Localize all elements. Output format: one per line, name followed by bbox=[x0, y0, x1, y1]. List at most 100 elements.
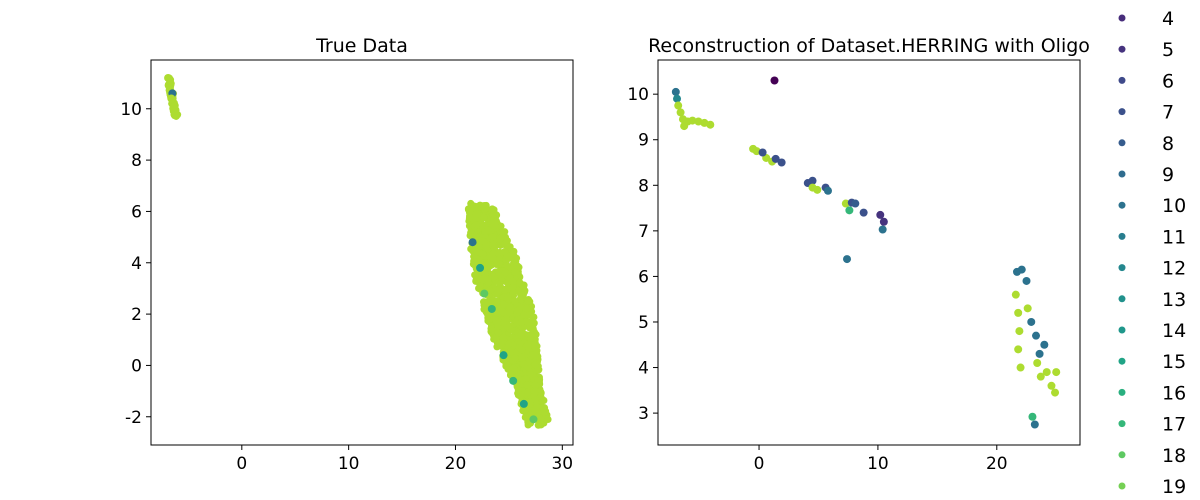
legend: 4 5 6 7 8 9 10 11 12 13 14 15 16 17 18 19 bbox=[1118, 8, 1186, 498]
left-plot-point bbox=[480, 289, 489, 298]
left-plot-dense-point bbox=[483, 301, 491, 309]
left-plot-dense-point bbox=[482, 242, 490, 250]
legend-marker bbox=[1118, 76, 1126, 84]
left-plot-dense-point bbox=[497, 222, 505, 230]
legend-label: 16 bbox=[1162, 382, 1186, 404]
left-plot-dense-point bbox=[511, 268, 519, 276]
left-plot-dense-point bbox=[536, 388, 545, 396]
right-y-tick-label: 4 bbox=[638, 359, 649, 379]
left-y-tick-label: 6 bbox=[131, 202, 142, 222]
legend-marker bbox=[1118, 357, 1126, 365]
left-plot-dense-point bbox=[523, 304, 531, 313]
left-plot-ticks: 0 10 20 30 -2 0 2 4 6 8 10 bbox=[120, 100, 573, 474]
right-y-tick-label: 5 bbox=[638, 313, 649, 333]
left-plot-dense-point bbox=[513, 262, 521, 270]
right-plot-point bbox=[1033, 358, 1042, 367]
left-plot-dense-point bbox=[531, 343, 539, 351]
left-plot-dense-point bbox=[499, 333, 507, 341]
right-plot-point bbox=[851, 199, 860, 208]
left-plot-dense-point bbox=[524, 388, 532, 397]
right-plot-point bbox=[770, 76, 779, 85]
right-plot-ticks: 0 10 20 3 4 5 6 7 8 9 10 bbox=[627, 85, 1007, 474]
left-plot-dense-point bbox=[477, 237, 485, 245]
legend-label: 11 bbox=[1162, 226, 1186, 248]
left-plot-point bbox=[468, 238, 477, 247]
right-plot-point bbox=[1011, 290, 1020, 299]
left-plot-dense-point bbox=[511, 354, 519, 362]
left-plot-dense-point bbox=[516, 279, 524, 287]
left-plot-dense-point bbox=[527, 331, 535, 340]
right-plot-point bbox=[676, 108, 685, 117]
left-plot-dense-point bbox=[489, 233, 497, 241]
legend-marker bbox=[1118, 14, 1126, 22]
left-plot-dense-point bbox=[517, 318, 525, 326]
left-plot-point bbox=[529, 415, 538, 424]
right-plot-point bbox=[1032, 331, 1041, 340]
left-plot-dense-point bbox=[499, 308, 507, 316]
left-plot-point bbox=[487, 304, 496, 313]
legend-label: 18 bbox=[1162, 445, 1186, 467]
left-plot-dense-point bbox=[494, 329, 502, 337]
left-plot-dense-point bbox=[524, 297, 532, 305]
right-plot-point bbox=[1022, 276, 1031, 285]
left-plot-dense-point bbox=[531, 406, 539, 414]
left-plot-dense-point bbox=[495, 286, 503, 294]
left-y-tick-label: 0 bbox=[131, 356, 142, 376]
left-plot-dense-point bbox=[531, 387, 540, 396]
left-plot-dense-point bbox=[478, 222, 486, 230]
left-plot-point bbox=[519, 399, 528, 408]
right-y-tick-label: 9 bbox=[638, 131, 649, 151]
left-plot-dense-point bbox=[496, 235, 504, 243]
legend-marker bbox=[1118, 201, 1126, 209]
right-plot-point bbox=[673, 94, 682, 103]
legend-marker bbox=[1118, 170, 1126, 178]
legend-label: 15 bbox=[1162, 351, 1186, 373]
left-plot-dense-point bbox=[488, 270, 496, 279]
right-plot-point bbox=[878, 225, 887, 234]
legend-marker bbox=[1118, 451, 1126, 459]
right-plot-point bbox=[1051, 388, 1060, 397]
legend-marker bbox=[1118, 45, 1126, 53]
left-plot-dense-point bbox=[479, 213, 488, 222]
left-plot-dense-point bbox=[506, 348, 514, 356]
legend-marker bbox=[1118, 139, 1126, 147]
right-plot-point bbox=[813, 185, 822, 194]
left-plot-dense-point bbox=[484, 311, 492, 319]
right-plot-point bbox=[823, 186, 832, 195]
left-plot-dense-point bbox=[501, 269, 510, 277]
left-plot-dense-point bbox=[505, 340, 513, 349]
legend-marker bbox=[1118, 108, 1126, 116]
right-plot: Reconstruction of Dataset.HERRING with O… bbox=[627, 35, 1090, 474]
left-plot-dense-point bbox=[517, 331, 525, 339]
right-y-tick-label: 8 bbox=[638, 176, 649, 196]
left-plot-dense-point bbox=[484, 275, 492, 284]
right-plot-point bbox=[841, 199, 850, 208]
left-plot-point bbox=[536, 420, 545, 429]
left-plot-dense-point bbox=[531, 381, 539, 389]
right-plot-point bbox=[1017, 265, 1026, 274]
legend-label: 17 bbox=[1162, 414, 1186, 436]
left-plot-dense-point bbox=[489, 254, 497, 262]
legend-label: 12 bbox=[1162, 258, 1186, 280]
left-plot-point bbox=[509, 376, 518, 385]
right-plot-point bbox=[1035, 349, 1044, 358]
left-plot-dense-point bbox=[497, 341, 505, 350]
left-plot-dense-point bbox=[514, 386, 522, 394]
left-plot-dense-point bbox=[544, 415, 552, 423]
legend-label: 19 bbox=[1162, 476, 1186, 498]
right-plot-point bbox=[876, 210, 885, 219]
right-plot-point bbox=[1014, 308, 1023, 317]
left-plot: True Data 0 10 20 30 -2 0 2 4 6 8 10 bbox=[120, 35, 574, 474]
right-plot-point bbox=[1027, 317, 1036, 326]
left-plot-dense-point bbox=[526, 324, 534, 332]
left-plot-point bbox=[472, 210, 481, 218]
left-plot-dense-point bbox=[493, 309, 501, 317]
left-plot-dense-point bbox=[475, 284, 483, 292]
left-plot-dense-point bbox=[493, 297, 501, 305]
legend-label: 4 bbox=[1162, 8, 1174, 30]
left-plot-dense-point bbox=[499, 319, 507, 327]
right-plot-point bbox=[688, 116, 697, 125]
legend-marker bbox=[1118, 295, 1126, 303]
right-plot-point bbox=[1042, 368, 1051, 377]
